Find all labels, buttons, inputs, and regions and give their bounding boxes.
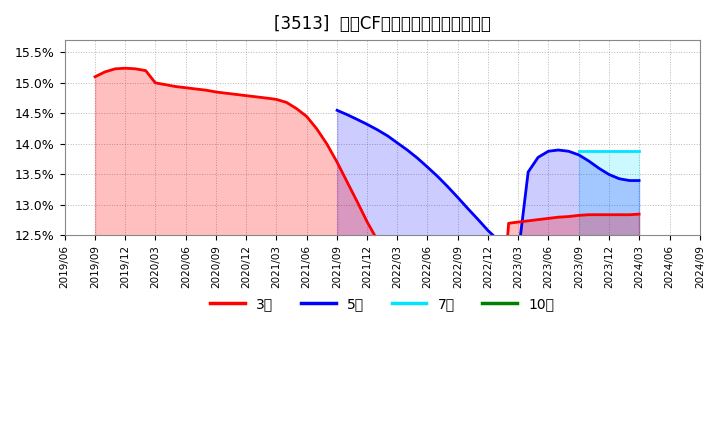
Title: [3513]  営業CFマージンの平均値の推移: [3513] 営業CFマージンの平均値の推移 bbox=[274, 15, 491, 33]
Legend: 3年, 5年, 7年, 10年: 3年, 5年, 7年, 10年 bbox=[204, 291, 560, 316]
